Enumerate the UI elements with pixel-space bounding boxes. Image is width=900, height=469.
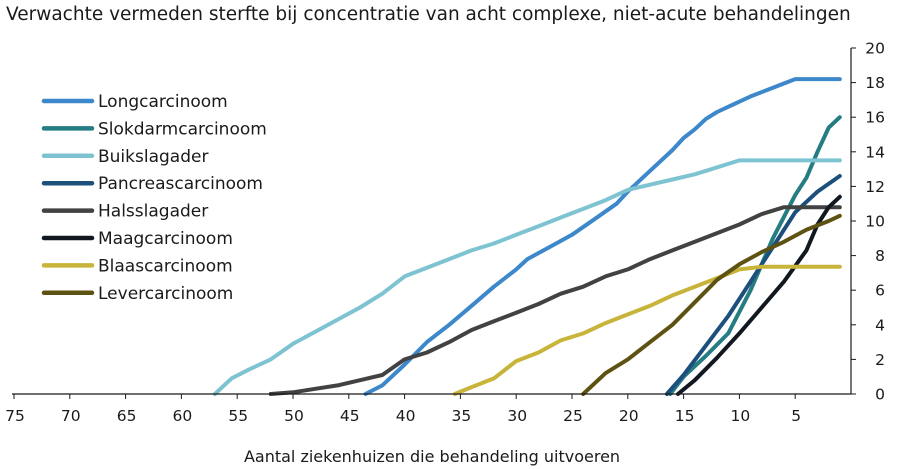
x-tick-label: 50 <box>284 407 304 425</box>
x-tick-label: 20 <box>619 407 639 425</box>
x-tick-label: 15 <box>675 407 695 425</box>
x-tick-label: 30 <box>507 407 527 425</box>
x-tick-label: 25 <box>563 407 583 425</box>
x-tick-label: 65 <box>117 407 137 425</box>
chart-title: Verwachte vermeden sterfte bij concentra… <box>6 4 851 25</box>
x-tick-label: 40 <box>396 407 416 425</box>
series-layer <box>212 77 842 396</box>
series-line-blaascarcinoom <box>452 264 842 396</box>
legend-label: Blaascarcinoom <box>98 256 233 276</box>
y-tick-label: 14 <box>865 143 885 161</box>
y-tick-label: 0 <box>875 386 885 404</box>
legend-label: Buikslagader <box>98 147 208 167</box>
y-tick-label: 8 <box>875 247 885 265</box>
y-tick-label: 18 <box>865 74 885 92</box>
x-tick-label: 60 <box>173 407 193 425</box>
x-axis-title: Aantal ziekenhuizen die behandeling uitv… <box>244 447 620 466</box>
x-tick-label: 75 <box>5 407 25 425</box>
legend-label: Levercarcinoom <box>98 284 233 304</box>
x-tick-label: 10 <box>731 407 751 425</box>
x-tick-label: 45 <box>340 407 360 425</box>
series-line-slokdarmcarcinoom <box>668 115 842 396</box>
series-line-pancreascarcinoom <box>664 174 842 396</box>
y-tick-label: 16 <box>865 109 885 127</box>
y-tick-label: 12 <box>865 178 885 196</box>
series-line-halsslagader <box>268 205 842 396</box>
legend-label: Maagcarcinoom <box>98 229 233 249</box>
legend: Longcarcinoom Slokdarmcarcinoom Buikslagad… <box>41 92 267 304</box>
legend-label: Longcarcinoom <box>98 92 228 112</box>
x-tick-label: 35 <box>452 407 472 425</box>
axis-layer: 75 70 65 60 55 50 45 40 35 30 25 20 15 10 502468101214… <box>5 40 885 426</box>
x-tick-label: 55 <box>228 407 248 425</box>
y-tick-label: 20 <box>865 40 885 58</box>
series-line-buikslagader <box>212 158 842 396</box>
series-line-longcarcinoom <box>363 77 842 396</box>
y-tick-label: 6 <box>875 282 885 300</box>
legend-label: Halsslagader <box>98 202 208 222</box>
y-tick-label: 4 <box>875 316 885 334</box>
y-tick-label: 2 <box>875 351 885 369</box>
legend-label: Slokdarmcarcinoom <box>98 119 267 139</box>
series-line-levercarcinoom <box>581 213 842 396</box>
x-tick-label: 70 <box>61 407 81 425</box>
series-line-maagcarcinoom <box>676 194 842 396</box>
legend-label: Pancreascarcinoom <box>98 174 263 194</box>
x-tick-label: 5 <box>791 407 801 425</box>
y-tick-label: 10 <box>865 213 885 231</box>
